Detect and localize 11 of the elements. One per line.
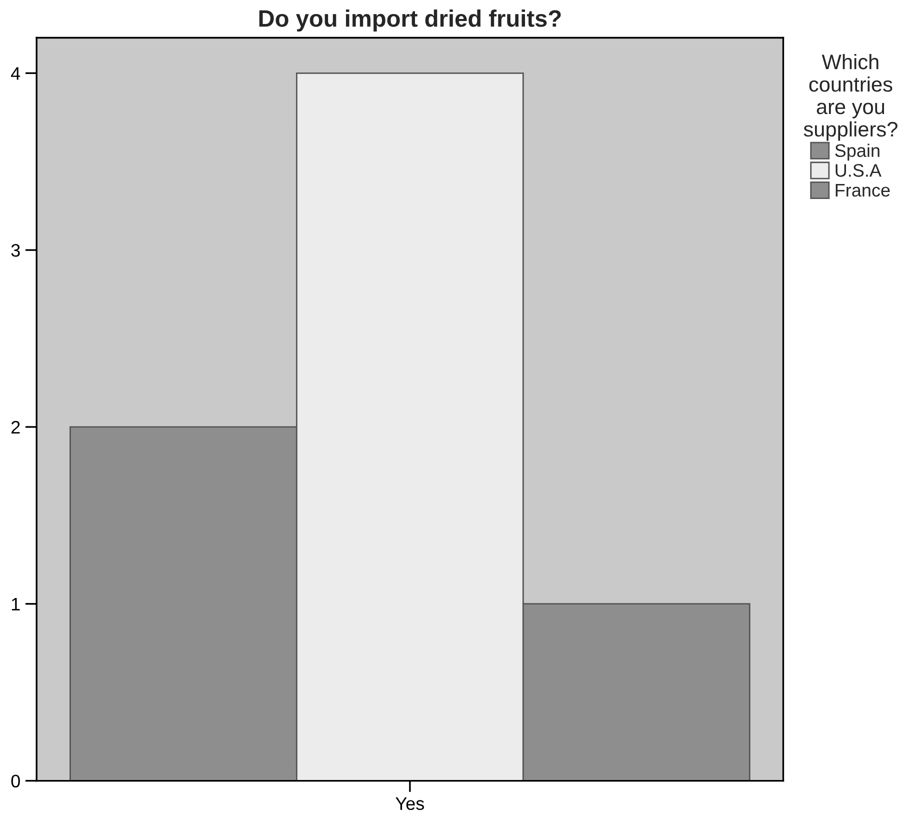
y-tick-label: 3 <box>11 244 20 257</box>
y-tick-label: 4 <box>11 67 20 80</box>
legend-label: Spain <box>835 144 880 161</box>
y-tick-label: 2 <box>11 420 20 434</box>
x-tick-label: Yes <box>396 797 424 810</box>
legend-title: Which countries are you suppliers? <box>804 54 898 141</box>
y-tick-label: 0 <box>11 774 20 788</box>
legend-label: France <box>836 184 890 197</box>
chart-title: Do you import dried fruits? <box>259 10 561 32</box>
y-tick-label: 1 <box>12 598 20 610</box>
legend-label: U.S.A <box>836 164 882 177</box>
